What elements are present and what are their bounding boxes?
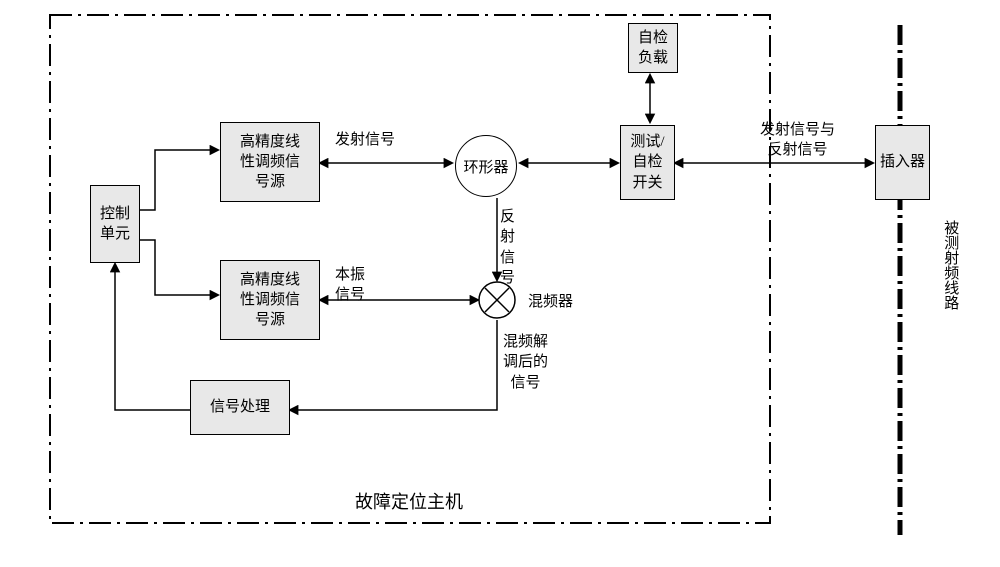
mixer-right-label: 混频器 bbox=[528, 292, 573, 312]
self-load-box: 自检负载 bbox=[628, 23, 678, 73]
arrow-ctrl-to-src-bot bbox=[140, 240, 218, 295]
arrow-sigproc-to-ctrl bbox=[115, 264, 190, 410]
circulator: 环形器 bbox=[455, 135, 517, 197]
diagram-canvas: 环形器 控制单元 高精度线性调频信号源 高精度线性调频信号源 信号处理 测试/自… bbox=[0, 0, 1000, 567]
signal-proc-label: 信号处理 bbox=[210, 397, 270, 417]
tx-refl-signal-label: 发射信号与反射信号 bbox=[760, 120, 835, 161]
control-unit-label: 控制单元 bbox=[100, 204, 130, 245]
refl-signal-label: 反射信号 bbox=[500, 207, 515, 288]
dut-label: 被测射频线路 bbox=[940, 220, 960, 310]
test-switch-box: 测试/自检开关 bbox=[620, 125, 675, 200]
signal-source-top-box: 高精度线性调频信号源 bbox=[220, 122, 320, 202]
inserter-label: 插入器 bbox=[880, 152, 925, 172]
test-switch-label: 测试/自检开关 bbox=[630, 132, 664, 193]
signal-proc-box: 信号处理 bbox=[190, 380, 290, 435]
signal-source-bot-label: 高精度线性调频信号源 bbox=[240, 270, 300, 331]
lo-signal-label: 本振信号 bbox=[335, 265, 365, 306]
arrow-mixer-to-sigproc bbox=[290, 320, 497, 410]
host-border bbox=[50, 15, 770, 523]
circulator-label: 环形器 bbox=[463, 156, 508, 177]
inserter-box: 插入器 bbox=[875, 125, 930, 200]
demod-signal-label: 混频解调后的信号 bbox=[503, 332, 548, 393]
self-load-label: 自检负载 bbox=[638, 28, 668, 69]
control-unit-box: 控制单元 bbox=[90, 185, 140, 263]
arrow-ctrl-to-src-top bbox=[140, 150, 218, 210]
signal-source-top-label: 高精度线性调频信号源 bbox=[240, 132, 300, 193]
tx-signal-label: 发射信号 bbox=[335, 130, 395, 150]
host-label: 故障定位主机 bbox=[355, 490, 463, 514]
signal-source-bot-box: 高精度线性调频信号源 bbox=[220, 260, 320, 340]
